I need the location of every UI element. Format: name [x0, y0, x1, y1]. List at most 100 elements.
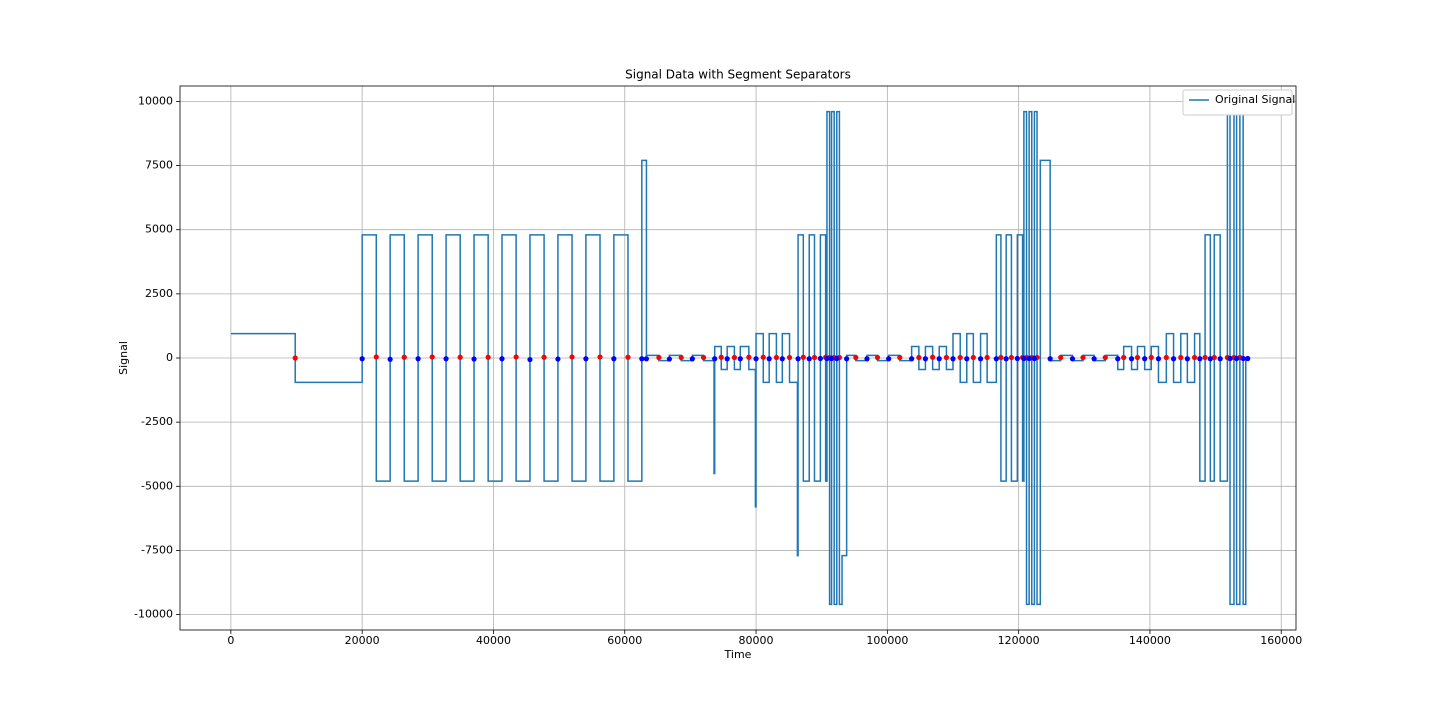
separator-point: [943, 354, 950, 361]
separator-point: [737, 356, 743, 362]
x-axis-label: Time: [724, 648, 752, 661]
separator-point: [569, 354, 575, 360]
separator-point: [817, 355, 823, 362]
separator-point: [1121, 354, 1127, 361]
x-tick-label: 120000: [998, 634, 1040, 647]
separator-point: [760, 354, 766, 360]
separator-point: [1163, 354, 1169, 361]
x-tick-label: 0: [227, 634, 234, 647]
separator-point: [1142, 356, 1148, 362]
separator-point: [700, 354, 707, 361]
separator-point: [773, 354, 780, 361]
separator-point: [457, 354, 463, 360]
separator-point: [415, 356, 421, 362]
separator-point: [712, 356, 718, 362]
separator-point: [1170, 356, 1177, 362]
separator-point: [1227, 355, 1233, 362]
separator-point: [1047, 356, 1053, 362]
separator-point: [957, 354, 963, 361]
separator-point: [1080, 354, 1086, 361]
separator-point: [1240, 355, 1246, 362]
separator-point: [1102, 354, 1108, 361]
separator-point: [513, 354, 519, 360]
separator-point: [583, 356, 589, 362]
y-axis-label: Signal: [117, 341, 130, 375]
separator-point: [499, 356, 505, 362]
x-tick-label: 40000: [476, 634, 511, 647]
separator-point: [1155, 356, 1162, 362]
x-tick-label: 140000: [1129, 634, 1171, 647]
x-tick-label: 100000: [866, 634, 908, 647]
separator-point: [970, 354, 976, 361]
separator-point: [1178, 354, 1184, 361]
separator-point: [1021, 355, 1027, 362]
separator-point: [853, 354, 859, 361]
separator-point: [1217, 356, 1223, 362]
separator-point: [964, 356, 970, 362]
separator-point: [1207, 356, 1213, 362]
y-tick-label: -10000: [134, 608, 173, 621]
separator-point: [834, 355, 840, 362]
separator-point: [786, 354, 793, 361]
legend-box: [1182, 89, 1293, 116]
separator-point: [1202, 354, 1208, 361]
chart-title: Signal Data with Segment Separators: [625, 68, 851, 82]
separator-point: [1026, 355, 1032, 362]
y-tick-label: -7500: [141, 543, 173, 556]
y-tick-label: 5000: [145, 223, 173, 236]
separator-point: [1233, 355, 1240, 362]
separator-point: [977, 356, 984, 362]
separator-point: [387, 356, 393, 362]
y-tick-label: -2500: [141, 415, 173, 428]
y-tick-label: -5000: [141, 479, 173, 492]
separator-point: [930, 354, 936, 360]
separator-point: [984, 354, 990, 361]
separator-point: [718, 354, 724, 360]
separator-point: [779, 356, 785, 362]
x-tick-label: 160000: [1260, 634, 1302, 647]
separator-point: [1197, 356, 1203, 362]
y-tick-label: 2500: [145, 287, 173, 300]
y-tick-label: 10000: [138, 94, 173, 107]
separator-point: [1148, 354, 1154, 361]
separator-point: [678, 354, 684, 361]
legend-label: Original Signal: [1215, 93, 1295, 106]
separator-point: [766, 356, 772, 362]
separator-point: [643, 356, 650, 362]
plot-frame: [179, 85, 1297, 631]
separator-point: [1014, 355, 1020, 362]
x-tick-label: 80000: [739, 634, 774, 647]
separator-point: [443, 356, 449, 362]
separator-point: [555, 356, 561, 362]
separator-point: [292, 355, 298, 361]
plot: [230, 110, 1251, 606]
y-tick-label: 0: [166, 351, 173, 364]
separator-point: [1069, 356, 1076, 362]
separator-point: [795, 356, 801, 362]
separator-point: [731, 354, 737, 361]
separator-point: [401, 354, 407, 360]
separator-point: [936, 356, 942, 362]
separator-point: [471, 356, 477, 362]
separator-point: [597, 354, 603, 360]
separator-point: [1211, 354, 1217, 361]
separator-point: [373, 354, 379, 360]
separator-point: [656, 354, 662, 361]
separator-point: [541, 354, 547, 360]
separator-point: [874, 354, 881, 361]
separator-point: [993, 356, 999, 362]
separator-point: [485, 354, 491, 360]
separator-point: [897, 354, 903, 361]
separator-point: [811, 354, 818, 361]
y-tick-label: 7500: [145, 159, 173, 172]
separator-point: [950, 356, 956, 362]
separator-point: [527, 356, 533, 363]
separator-point: [753, 356, 759, 362]
separator-point: [1031, 355, 1037, 362]
separator-point: [1003, 356, 1009, 362]
separator-point: [1128, 356, 1135, 362]
separator-point: [909, 356, 915, 362]
separator-point: [1184, 356, 1190, 362]
separator-point: [359, 356, 365, 362]
